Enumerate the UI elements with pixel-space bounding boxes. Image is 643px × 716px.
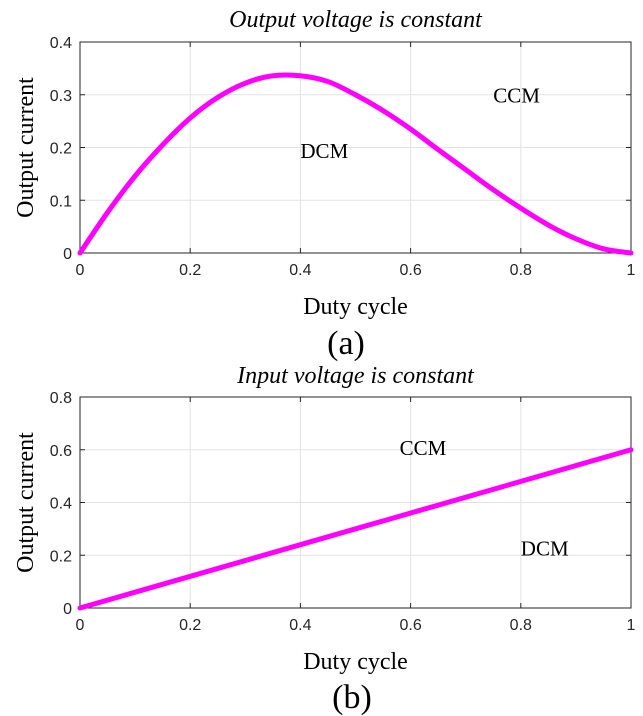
caption-b: (b) bbox=[332, 679, 372, 716]
y-tick-label: 0.2 bbox=[50, 548, 72, 565]
region-label: DCM bbox=[300, 139, 348, 163]
ticks: 0 0.2 0.4 0.6 0.8 1 0 0.1 0.2 0.3 0.4 bbox=[50, 35, 636, 279]
x-tick-label: 0 bbox=[76, 262, 85, 279]
x-tick-label: 0.8 bbox=[510, 262, 532, 279]
y-tick-label: 0 bbox=[63, 601, 72, 618]
x-tick-label: 0.4 bbox=[289, 262, 311, 279]
y-axis-label: Output current bbox=[13, 77, 39, 218]
y-tick-label: 0.6 bbox=[50, 443, 72, 460]
chart-title: Input voltage is constant bbox=[236, 363, 475, 389]
x-tick-label: 0 bbox=[76, 617, 85, 634]
x-tick-label: 0.4 bbox=[289, 617, 311, 634]
y-tick-label: 0.8 bbox=[50, 390, 72, 407]
y-tick-label: 0.1 bbox=[50, 193, 72, 210]
chart-input-voltage-constant: 0 0.2 0.4 0.6 0.8 1 0 0.2 0.4 0.6 0.8 CCM DCM Input… bbox=[13, 363, 636, 675]
annotations: CCM DCM bbox=[300, 84, 540, 163]
region-label: CCM bbox=[400, 436, 447, 460]
chart-title: Output voltage is constant bbox=[229, 7, 483, 33]
x-axis-label: Duty cycle bbox=[303, 294, 408, 320]
series-line bbox=[77, 72, 634, 256]
annotations: CCM DCM bbox=[400, 436, 569, 560]
x-axis-label: Duty cycle bbox=[303, 649, 408, 675]
y-tick-label: 0 bbox=[63, 246, 72, 263]
grid bbox=[79, 396, 632, 609]
x-tick-label: 1 bbox=[627, 617, 636, 634]
chart-output-voltage-constant: 0 0.2 0.4 0.6 0.8 1 0 0.1 0.2 0.3 0.4 CCM DCM Outpu… bbox=[13, 7, 636, 320]
x-tick-label: 0.6 bbox=[399, 262, 421, 279]
x-tick-label: 0.2 bbox=[179, 617, 201, 634]
y-axis-label: Output current bbox=[13, 432, 39, 573]
y-tick-label: 0.3 bbox=[50, 88, 72, 105]
x-tick-label: 0.8 bbox=[510, 617, 532, 634]
y-tick-label: 0.4 bbox=[50, 35, 72, 52]
y-tick-label: 0.2 bbox=[50, 141, 72, 158]
x-tick-label: 0.2 bbox=[179, 262, 201, 279]
caption-a: (a) bbox=[327, 325, 365, 362]
region-label: DCM bbox=[521, 536, 569, 560]
region-label: CCM bbox=[493, 84, 540, 108]
x-tick-label: 1 bbox=[627, 262, 636, 279]
series-line bbox=[77, 447, 634, 611]
ticks: 0 0.2 0.4 0.6 0.8 1 0 0.2 0.4 0.6 0.8 bbox=[50, 390, 636, 634]
x-tick-label: 0.6 bbox=[399, 617, 421, 634]
y-tick-label: 0.4 bbox=[50, 496, 72, 513]
